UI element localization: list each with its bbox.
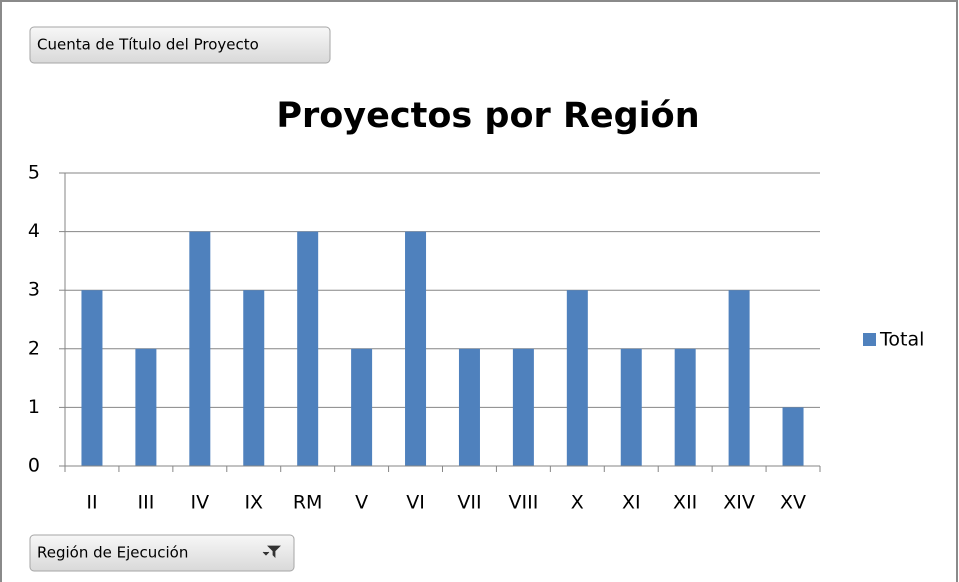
x-tick-label: XIV — [723, 492, 755, 514]
y-tick-label: 5 — [28, 162, 40, 184]
bar — [81, 290, 103, 466]
chart-title: Proyectos por Región — [276, 96, 699, 136]
value-field-button[interactable]: Cuenta de Título del Proyecto — [29, 26, 331, 64]
bar — [189, 231, 211, 466]
x-tick-label: XV — [780, 492, 806, 514]
y-tick-label: 1 — [28, 396, 40, 418]
x-tick-label: XI — [622, 492, 641, 514]
x-tick-label: RM — [293, 492, 323, 514]
x-tick-label: X — [571, 492, 584, 514]
x-tick-label: II — [86, 492, 97, 514]
y-tick-label: 2 — [28, 337, 40, 359]
x-tick-label: VI — [406, 492, 425, 514]
x-tick-label: XII — [673, 492, 697, 514]
x-tick-label: VII — [457, 492, 481, 514]
filter-icon[interactable] — [262, 545, 281, 558]
axis-field-button[interactable]: Región de Ejecución — [29, 534, 295, 572]
bar — [297, 231, 319, 466]
bar — [674, 348, 696, 466]
bar — [782, 407, 804, 466]
x-tick-label: III — [137, 492, 154, 514]
bar — [351, 348, 373, 466]
bar — [620, 348, 642, 466]
y-tick-label: 0 — [28, 455, 40, 477]
bar — [728, 290, 750, 466]
y-tick-label: 3 — [28, 279, 40, 301]
bar — [243, 290, 265, 466]
bar — [135, 348, 157, 466]
bar — [458, 348, 480, 466]
button-body[interactable] — [29, 26, 331, 64]
bar — [512, 348, 534, 466]
button-label[interactable]: Cuenta de Título del Proyecto — [37, 36, 259, 54]
x-tick-label: IX — [244, 492, 263, 514]
legend-label: Total — [879, 329, 924, 351]
bar — [566, 290, 588, 466]
x-tick-label: IV — [191, 492, 210, 514]
legend-swatch — [863, 333, 876, 346]
y-tick-label: 4 — [28, 220, 40, 242]
x-tick-label: V — [355, 492, 368, 514]
bar — [405, 231, 427, 466]
button-label[interactable]: Región de Ejecución — [37, 544, 188, 562]
button-body[interactable] — [29, 534, 295, 572]
x-tick-label: VIII — [508, 492, 538, 514]
